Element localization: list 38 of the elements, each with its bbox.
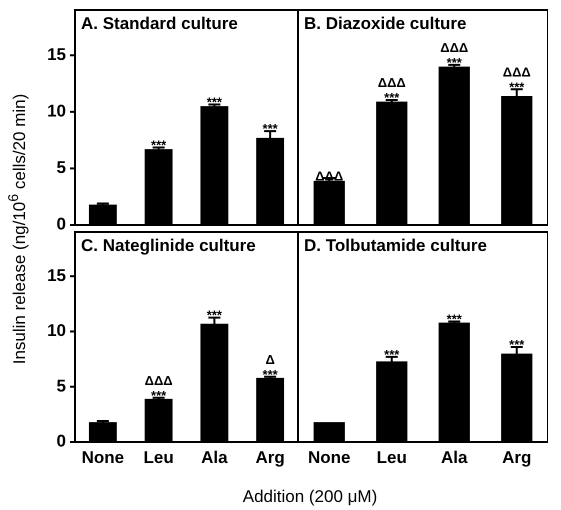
chart-title: C. Nateglinide culture (81, 236, 256, 256)
annotation: ΔΔΔ (440, 40, 468, 55)
chart-title: A. Standard culture (81, 14, 238, 34)
x-tick-label: Ala (441, 448, 468, 467)
y-tick-label: 15 (47, 44, 66, 64)
chart-title: D. Tolbutamide culture (304, 236, 487, 256)
annotation: *** (262, 121, 279, 136)
x-axis-title: Addition (200 μM) (242, 487, 378, 507)
annotation: *** (509, 337, 526, 352)
x-tick-label: Arg (502, 448, 532, 467)
y-tick-label: 15 (47, 266, 66, 285)
annotation: *** (206, 308, 223, 323)
annotation: ΔΔΔ (144, 372, 173, 388)
y-tick-label: 0 (56, 432, 66, 451)
annotation: *** (151, 138, 168, 153)
annotation: Δ (265, 352, 275, 367)
y-tick-label: 10 (47, 102, 66, 121)
annotation: ΔΔΔ (502, 64, 531, 80)
y-tick-label: 5 (56, 158, 66, 178)
chart-title: B. Diazoxide culture (304, 14, 466, 34)
annotation: *** (446, 54, 463, 70)
annotation: *** (262, 366, 279, 382)
x-tick-label: Leu (376, 448, 407, 467)
annotation: *** (446, 312, 463, 327)
y-tick-label: 0 (56, 214, 66, 234)
y-tick-label: 5 (56, 376, 66, 396)
y-tick-label: 10 (47, 321, 66, 340)
annotation: *** (206, 94, 223, 110)
annotation: *** (384, 346, 400, 362)
annotation: *** (384, 90, 400, 106)
x-tick-label: None (82, 448, 124, 467)
x-tick-label: Ala (201, 448, 228, 467)
x-tick-label: Leu (144, 448, 174, 467)
annotation: *** (509, 79, 526, 94)
annotation: ΔΔΔ (378, 75, 406, 90)
annotation: *** (151, 388, 168, 403)
x-tick-label: Arg (255, 448, 285, 467)
x-tick-label: None (308, 448, 350, 467)
